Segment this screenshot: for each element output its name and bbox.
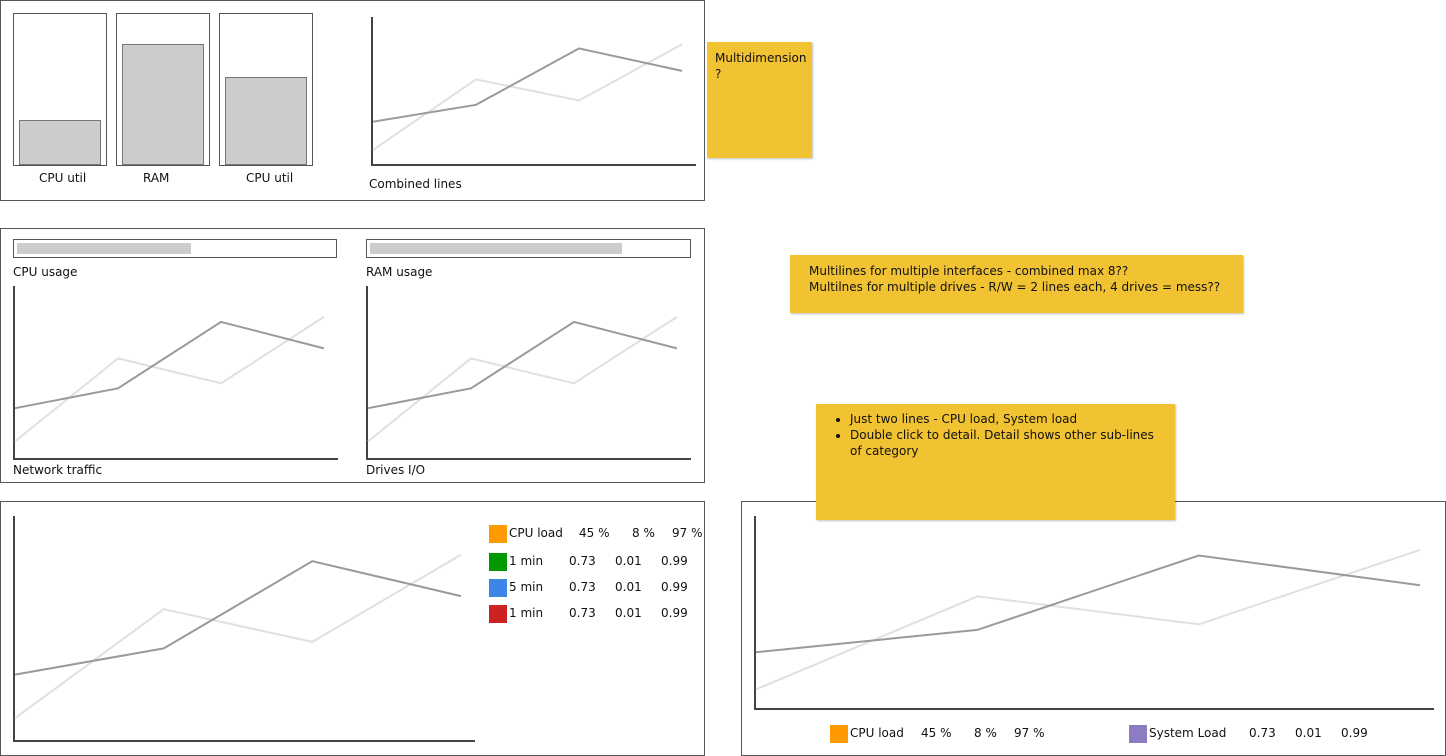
note-bullet: Double click to detail. Detail shows oth… xyxy=(850,427,1165,459)
ram-usage-label: RAM usage xyxy=(366,265,433,279)
series-line-1 xyxy=(14,553,462,720)
ram-bar-fill xyxy=(122,44,204,165)
chart-axes xyxy=(754,516,1434,710)
legend-value-2: 8 % xyxy=(974,726,997,740)
series-line-1 xyxy=(755,548,1421,691)
note-line: Multidimension xyxy=(715,51,807,65)
legend-value-2: 0.01 xyxy=(615,554,642,568)
legend-value-3: 0.99 xyxy=(1341,726,1368,740)
legend-value-1: 45 % xyxy=(921,726,952,740)
series-line-2 xyxy=(14,560,462,676)
legend-row-cpu-load-b: CPU load 45 % 8 % 97 % xyxy=(830,725,1070,743)
note-bullet-list: Just two lines - CPU load, System load D… xyxy=(826,411,1165,459)
network-traffic-label: Network traffic xyxy=(13,463,103,477)
series-line-2 xyxy=(372,47,683,123)
load-detail-chart xyxy=(13,516,475,742)
cpu-util-label: CPU util xyxy=(39,171,87,185)
legend-value-3: 0.99 xyxy=(661,554,688,568)
chart-axes xyxy=(366,286,691,460)
series-line-2 xyxy=(755,554,1421,654)
note-line: Multilnes for multiple drives - R/W = 2 … xyxy=(809,280,1221,294)
note-line: ? xyxy=(715,67,722,81)
panel-two-line-load: CPU load 45 % 8 % 97 % System Load 0.73 … xyxy=(741,501,1446,756)
note-line: Multilines for multiple interfaces - com… xyxy=(809,264,1129,278)
combined-lines-label: Combined lines xyxy=(369,177,462,191)
legend-label: 1 min xyxy=(509,554,544,568)
two-line-load-chart xyxy=(754,516,1434,710)
drives-io-label: Drives I/O xyxy=(366,463,426,477)
chart-axes xyxy=(13,516,475,742)
legend-value-1: 0.73 xyxy=(1249,726,1276,740)
legend-value-1: 0.73 xyxy=(569,606,596,620)
legend-value-2: 0.01 xyxy=(615,580,642,594)
legend-value-1: 45 % xyxy=(579,526,610,540)
legend-row-system-load: System Load 0.73 0.01 0.99 xyxy=(1129,725,1369,743)
legend-value-1: 0.73 xyxy=(569,554,596,568)
ram-usage-bar-fill xyxy=(370,243,623,254)
legend-label: 5 min xyxy=(509,580,544,594)
legend-label: CPU load xyxy=(509,526,563,540)
legend-value-2: 8 % xyxy=(632,526,655,540)
legend-value-2: 0.01 xyxy=(615,606,642,620)
legend-value-1: 0.73 xyxy=(569,580,596,594)
sticky-note-multilines: Multilines for multiple interfaces - com… xyxy=(790,255,1243,313)
panel-load-detail: CPU load 45 % 8 % 97 % 1 min 0.73 0.01 0… xyxy=(0,501,705,756)
cpu-util-2-label: CPU util xyxy=(246,171,294,185)
ram-usage-bar xyxy=(366,239,691,258)
one-min-b-swatch xyxy=(489,605,507,623)
chart-axes xyxy=(371,17,696,166)
series-line-2 xyxy=(367,320,678,410)
cpu-util-bar-fill xyxy=(19,119,101,165)
panel-usage: CPU usage RAM usage Network traffic Driv… xyxy=(0,228,705,483)
chart-axes xyxy=(13,286,338,460)
cpu-util-bar-box xyxy=(13,13,107,166)
legend-value-3: 0.99 xyxy=(661,606,688,620)
legend-label: System Load xyxy=(1149,726,1227,740)
legend-row-cpu-load: CPU load 45 % 8 % 97 % xyxy=(489,525,703,543)
cpu-usage-bar xyxy=(13,239,337,258)
series-line-1 xyxy=(372,43,683,151)
legend-row-5-min: 5 min 0.73 0.01 0.99 xyxy=(489,579,699,597)
drives-io-chart xyxy=(366,286,691,460)
cpu-usage-bar-fill xyxy=(17,243,192,254)
cpu-usage-label: CPU usage xyxy=(13,265,78,279)
ram-label: RAM xyxy=(143,171,170,185)
sticky-note-multidimension: Multidimension ? xyxy=(707,42,812,158)
legend-value-3: 0.99 xyxy=(661,580,688,594)
legend-row-1-min-b: 1 min 0.73 0.01 0.99 xyxy=(489,605,699,623)
note-bullet: Just two lines - CPU load, System load xyxy=(850,411,1165,427)
legend-value-3: 97 % xyxy=(672,526,703,540)
network-traffic-chart xyxy=(13,286,338,460)
sticky-note-two-lines: Just two lines - CPU load, System load D… xyxy=(816,404,1175,520)
legend-label: 1 min xyxy=(509,606,544,620)
panel-resource-bars: CPU util RAM CPU util Combined lines xyxy=(0,0,705,201)
five-min-swatch xyxy=(489,579,507,597)
legend-label: CPU load xyxy=(850,726,904,740)
cpu-util-2-bar-box xyxy=(219,13,313,166)
legend-row-1-min: 1 min 0.73 0.01 0.99 xyxy=(489,553,699,571)
cpu-load-swatch xyxy=(489,525,507,543)
legend-value-3: 97 % xyxy=(1014,726,1045,740)
ram-bar-box xyxy=(116,13,210,166)
series-line-1 xyxy=(367,316,678,443)
one-min-swatch xyxy=(489,553,507,571)
legend-value-2: 0.01 xyxy=(1295,726,1322,740)
cpu-util-2-bar-fill xyxy=(225,77,307,165)
system-load-swatch xyxy=(1129,725,1147,743)
series-line-2 xyxy=(14,320,325,410)
series-line-1 xyxy=(14,316,325,443)
combined-lines-chart xyxy=(371,17,696,166)
cpu-load-swatch xyxy=(830,725,848,743)
